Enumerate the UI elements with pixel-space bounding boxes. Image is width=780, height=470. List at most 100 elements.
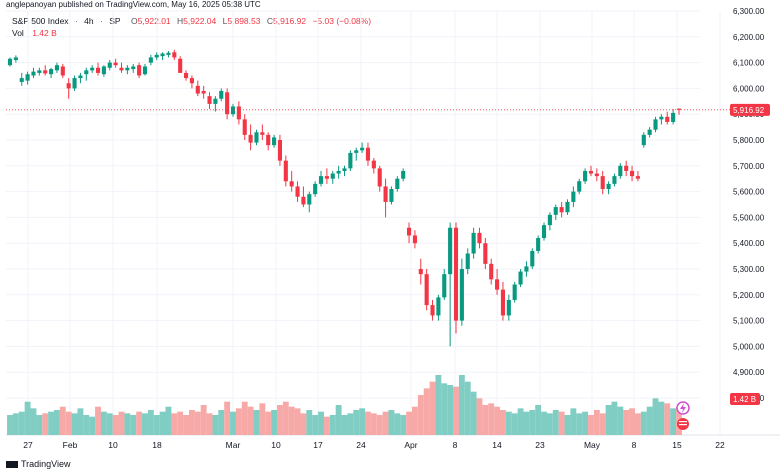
candle-body[interactable] xyxy=(365,147,371,161)
candle-body[interactable] xyxy=(541,225,547,239)
candle-body[interactable] xyxy=(477,232,482,244)
candle-body[interactable] xyxy=(90,67,95,71)
candle-body[interactable] xyxy=(84,70,89,75)
candle-body[interactable] xyxy=(530,250,535,267)
candle-body[interactable] xyxy=(659,116,664,120)
candle-body[interactable] xyxy=(148,57,153,63)
candle-body[interactable] xyxy=(489,263,494,280)
candle-body[interactable] xyxy=(295,186,300,197)
candle-body[interactable] xyxy=(342,168,347,171)
candle-body[interactable] xyxy=(583,170,588,182)
candle-body[interactable] xyxy=(248,134,253,143)
candle-body[interactable] xyxy=(377,168,382,187)
candle-body[interactable] xyxy=(401,170,406,179)
candle-body[interactable] xyxy=(207,96,212,104)
candle-body[interactable] xyxy=(471,232,476,254)
candle-body[interactable] xyxy=(395,178,400,190)
candle-body[interactable] xyxy=(524,266,529,272)
candle-body[interactable] xyxy=(665,116,670,122)
candle-body[interactable] xyxy=(500,289,506,316)
candle-body[interactable] xyxy=(553,207,558,215)
candle-body[interactable] xyxy=(201,90,206,94)
candle-body[interactable] xyxy=(219,90,224,99)
candle-body[interactable] xyxy=(676,108,682,110)
candle-body[interactable] xyxy=(230,106,236,115)
candle-body[interactable] xyxy=(348,152,353,169)
candle-body[interactable] xyxy=(612,176,617,184)
candle-body[interactable] xyxy=(324,176,329,179)
candle-body[interactable] xyxy=(131,66,136,70)
candle-body[interactable] xyxy=(406,227,412,236)
candle-body[interactable] xyxy=(260,132,265,135)
interval-label[interactable]: 4h xyxy=(84,16,94,26)
candle-body[interactable] xyxy=(19,78,24,82)
candle-body[interactable] xyxy=(242,119,247,135)
candle-body[interactable] xyxy=(301,196,306,205)
candle-body[interactable] xyxy=(277,140,283,161)
candle-body[interactable] xyxy=(31,71,36,76)
candle-body[interactable] xyxy=(624,165,629,171)
candle-body[interactable] xyxy=(606,183,611,190)
symbol-name[interactable]: S&P 500 Index xyxy=(12,16,69,26)
candle-body[interactable] xyxy=(565,201,570,213)
candle-body[interactable] xyxy=(436,297,441,316)
candle-body[interactable] xyxy=(588,170,594,174)
candle-body[interactable] xyxy=(37,70,42,73)
candle-body[interactable] xyxy=(137,65,142,76)
candle-body[interactable] xyxy=(225,92,230,115)
candle-body[interactable] xyxy=(518,271,523,285)
candle-body[interactable] xyxy=(289,181,294,187)
candle-body[interactable] xyxy=(430,305,435,316)
candle-body[interactable] xyxy=(330,173,335,179)
candle-body[interactable] xyxy=(49,69,54,75)
candle-body[interactable] xyxy=(142,66,148,75)
candle-body[interactable] xyxy=(629,170,635,177)
candle-body[interactable] xyxy=(412,235,417,244)
candle-body[interactable] xyxy=(389,189,394,202)
candle-body[interactable] xyxy=(272,137,277,146)
candle-body[interactable] xyxy=(195,85,200,94)
candle-body[interactable] xyxy=(448,227,453,275)
candle-body[interactable] xyxy=(66,83,71,89)
candle-body[interactable] xyxy=(54,65,60,71)
candle-body[interactable] xyxy=(313,183,318,195)
candle-body[interactable] xyxy=(465,253,470,269)
candle-body[interactable] xyxy=(107,62,112,68)
candle-body[interactable] xyxy=(307,194,312,205)
candle-body[interactable] xyxy=(60,66,65,76)
candle-body[interactable] xyxy=(653,119,658,130)
candle-body[interactable] xyxy=(178,58,183,73)
candle-body[interactable] xyxy=(360,147,365,151)
candle-body[interactable] xyxy=(371,160,376,169)
candle-body[interactable] xyxy=(506,299,511,316)
candle-body[interactable] xyxy=(25,74,30,81)
candle-body[interactable] xyxy=(213,98,218,104)
candle-body[interactable] xyxy=(183,72,189,79)
candle-body[interactable] xyxy=(254,132,259,143)
candle-body[interactable] xyxy=(453,227,459,321)
candle-body[interactable] xyxy=(189,78,194,84)
candle-body[interactable] xyxy=(594,173,599,177)
candle-body[interactable] xyxy=(571,191,576,202)
candle-body[interactable] xyxy=(283,160,288,182)
candle-body[interactable] xyxy=(600,176,605,190)
candle-body[interactable] xyxy=(442,274,447,298)
candle-body[interactable] xyxy=(424,274,429,306)
candle-body[interactable] xyxy=(512,284,517,300)
candle-body[interactable] xyxy=(559,207,564,213)
candle-body[interactable] xyxy=(459,269,464,321)
candle-body[interactable] xyxy=(113,62,118,66)
candle-body[interactable] xyxy=(483,243,488,264)
candle-body[interactable] xyxy=(125,67,130,71)
candle-body[interactable] xyxy=(671,112,676,122)
candle-body[interactable] xyxy=(318,176,324,184)
candle-body[interactable] xyxy=(166,52,171,55)
candle-body[interactable] xyxy=(72,78,77,89)
candle-body[interactable] xyxy=(647,129,652,135)
candle-body[interactable] xyxy=(172,52,177,58)
candle-body[interactable] xyxy=(236,106,241,120)
candle-body[interactable] xyxy=(547,214,552,226)
candle-body[interactable] xyxy=(154,54,159,58)
candle-body[interactable] xyxy=(354,150,359,153)
